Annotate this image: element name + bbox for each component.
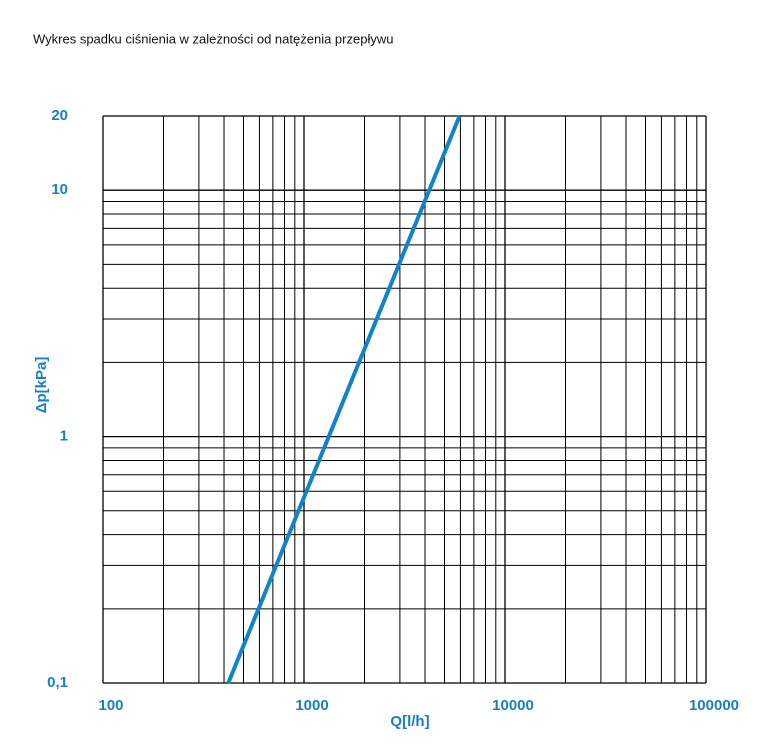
- y-tick-label: 20: [51, 107, 68, 124]
- y-tick-label: 1: [60, 428, 68, 445]
- data-line: [226, 115, 462, 684]
- y-tick-label: 10: [51, 181, 68, 198]
- chart-title: Wykres spadku ciśnienia w zależności od …: [33, 31, 393, 46]
- x-tick-label: 100000: [689, 697, 739, 714]
- x-tick-label: 1000: [295, 697, 328, 714]
- y-axis-label: Δp[kPa]: [33, 357, 50, 414]
- x-tick-label: 10000: [492, 697, 534, 714]
- y-tick-label: 0,1: [47, 674, 68, 691]
- x-tick-label: 100: [98, 697, 123, 714]
- x-axis-label: Q[l/h]: [390, 713, 429, 730]
